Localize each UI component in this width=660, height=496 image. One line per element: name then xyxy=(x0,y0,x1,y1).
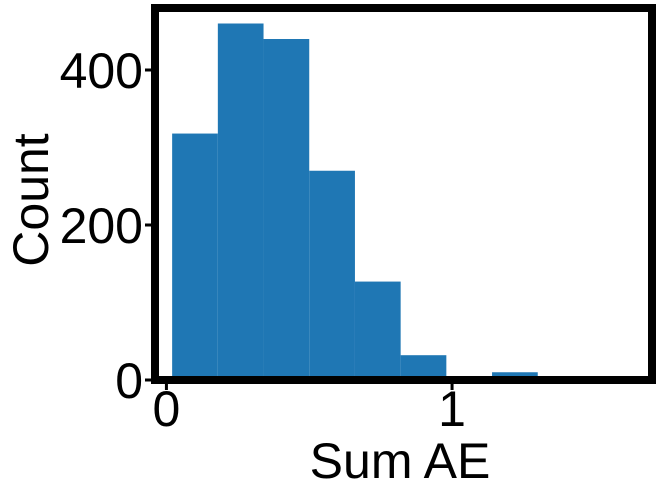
histogram-bar xyxy=(354,281,401,380)
histogram-bars xyxy=(172,23,630,380)
y-axis-ticks: 0 200 400 xyxy=(60,43,155,409)
histogram-bar xyxy=(172,133,218,380)
x-tick-label: 1 xyxy=(438,381,466,437)
plot-frame xyxy=(151,4,656,384)
x-axis-title: Sum AE xyxy=(310,433,491,489)
y-axis-title: Count xyxy=(3,133,59,267)
y-tick-label: 0 xyxy=(115,353,143,409)
histogram-bar xyxy=(217,23,264,380)
histogram-bar xyxy=(263,39,310,380)
y-tick-label: 400 xyxy=(60,43,143,99)
y-tick-label: 200 xyxy=(60,198,143,254)
x-tick-label: 0 xyxy=(153,381,181,437)
histogram-bar xyxy=(309,170,355,380)
histogram-bar xyxy=(400,355,447,380)
